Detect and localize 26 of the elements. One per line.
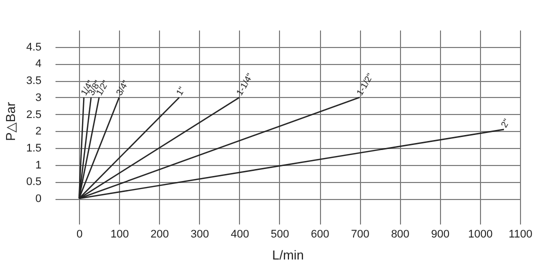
y-tick-label: 3 xyxy=(35,92,42,104)
y-tick-label: 3.5 xyxy=(26,75,42,88)
y-tick-label: 0 xyxy=(35,193,42,206)
y-tick-label: 2.5 xyxy=(26,108,42,121)
text: 2" xyxy=(498,117,512,130)
y-axis-title: P△Bar xyxy=(3,101,18,141)
text: 1" xyxy=(174,85,187,98)
y-tick-label: 0.5 xyxy=(26,176,42,188)
y-tick-label: 1.5 xyxy=(26,142,42,154)
x-tick-label: 0 xyxy=(76,228,83,240)
x-tick-label: 800 xyxy=(391,228,410,240)
x-tick-label: 1100 xyxy=(508,228,532,240)
x-tick-label: 700 xyxy=(350,228,370,240)
x-tick-label: 900 xyxy=(431,228,450,240)
x-tick-label: 100 xyxy=(110,228,129,240)
x-tick-label: 500 xyxy=(270,228,290,240)
y-tick-label: 4 xyxy=(35,58,42,70)
x-axis-title: L/min xyxy=(272,248,304,262)
y-tick-label: 2 xyxy=(35,126,42,138)
x-tick-label: 1000 xyxy=(468,228,493,240)
x-tick-label: 300 xyxy=(190,228,209,240)
x-tick-label: 200 xyxy=(150,228,169,240)
x-tick-label: 400 xyxy=(230,228,250,240)
y-tick-label: 1 xyxy=(35,159,42,172)
x-tick-label: 600 xyxy=(310,228,330,240)
y-tick-label: 4.5 xyxy=(26,41,42,54)
